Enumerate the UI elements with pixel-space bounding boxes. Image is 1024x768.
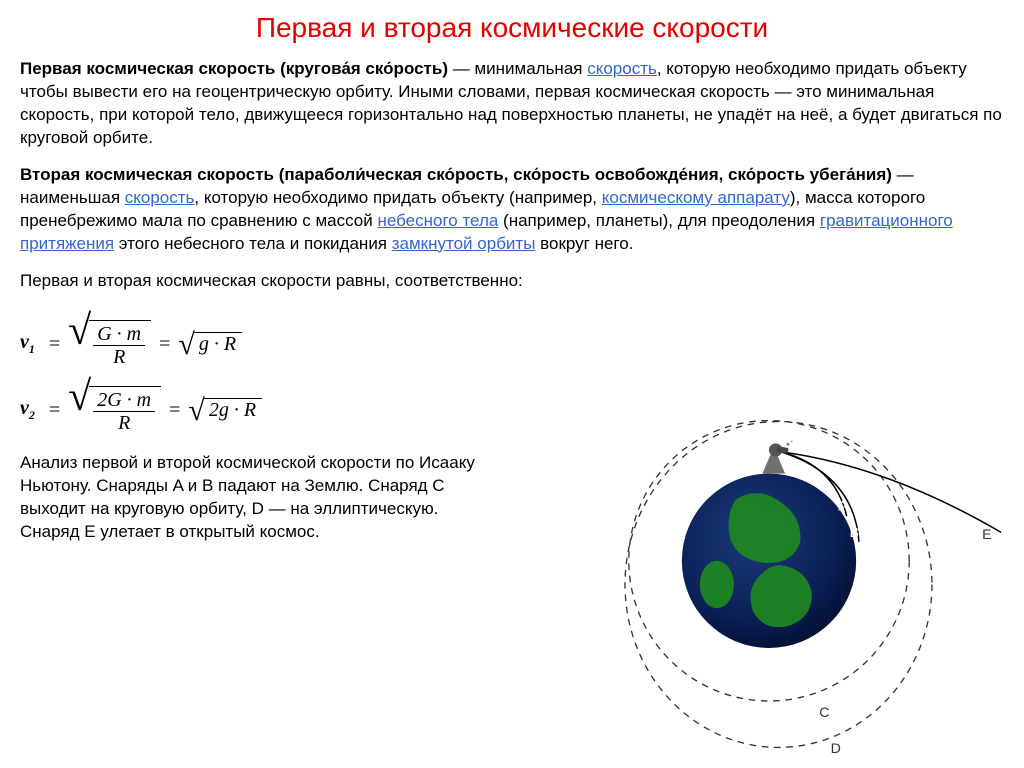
paragraph-first-velocity: Первая космическая скорость (кругова́я с… [20,58,1004,150]
sqrt-2b: √ 2g · R [188,398,262,424]
var-v: v [20,331,29,353]
newton-cannon-diagram: A B C D E [524,395,1014,755]
link-celestial-body[interactable]: небесного тела [377,211,498,230]
page-title: Первая и вторая космические скорости [20,12,1004,44]
link-speed-1[interactable]: скорость [587,59,657,78]
formula-block: v1 = √ G · m R = √ g · R [20,320,490,434]
radicand: g · R [193,332,242,358]
smoke-dot [787,443,790,446]
denominator: R [114,412,134,434]
sub-2: 2 [29,408,35,422]
numerator: G · m [93,323,145,346]
equals: = [169,399,180,422]
label-e: E [982,527,991,543]
formula-v1: v1 = √ G · m R = √ g · R [20,320,490,368]
link-speed-2[interactable]: скорость [125,188,195,207]
text: вокруг него. [535,234,633,253]
label-a: A [838,499,848,515]
sqrt-1b: √ g · R [178,332,242,358]
equals: = [159,333,170,356]
equals: = [49,399,60,422]
label-c: C [819,705,829,721]
var-v: v [20,397,29,419]
link-closed-orbit[interactable]: замкнутой орбиты [392,234,536,253]
paragraph-second-velocity: Вторая космическая скорость (параболи́че… [20,164,1004,256]
sqrt-2a: √ 2G · m R [68,386,161,434]
text: — минимальная [448,59,587,78]
label-d: D [831,741,841,755]
equals: = [49,333,60,356]
radicand: 2g · R [203,398,262,424]
term-second-velocity: Вторая космическая скорость (параболи́че… [20,165,892,184]
label-b: B [850,525,859,541]
sqrt-1a: √ G · m R [68,320,151,368]
link-spacecraft[interactable]: космическому аппарату [602,188,790,207]
diagram-caption: Анализ первой и второй космической скоро… [20,452,490,544]
text: этого небесного тела и покидания [114,234,392,253]
smoke-dot [791,440,793,442]
sub-1: 1 [29,342,35,356]
paragraph-formulas-intro: Первая и вторая космическая скорости рав… [20,270,1004,293]
text: , которую необходимо придать объекту (на… [194,188,601,207]
term-first-velocity: Первая космическая скорость (кругова́я с… [20,59,448,78]
text: (например, планеты), для преодоления [498,211,820,230]
numerator: 2G · m [93,389,155,412]
formula-v2: v2 = √ 2G · m R = √ 2g · R [20,386,490,434]
denominator: R [109,346,129,368]
